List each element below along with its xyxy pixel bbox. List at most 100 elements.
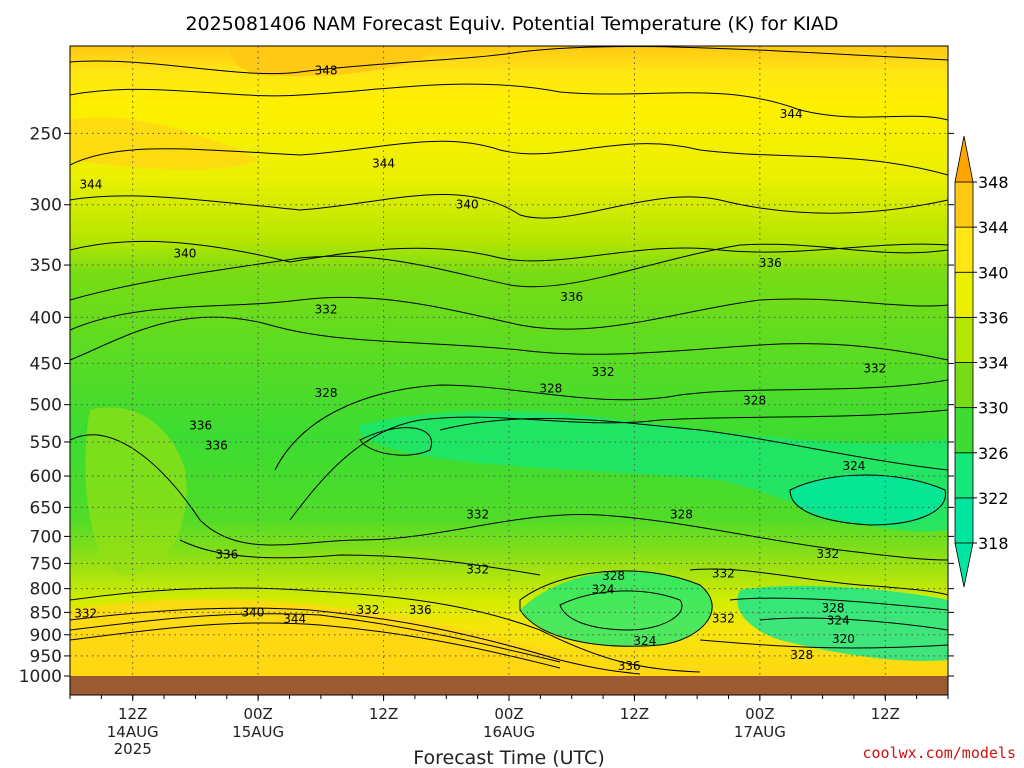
contour-328-surface: [699, 639, 948, 649]
contour-label: 324: [842, 459, 865, 473]
contour-label: 340: [174, 247, 197, 261]
warm-lower-layer: [70, 599, 640, 676]
colorbar-segment: [954, 452, 974, 499]
contour-332-lowright: [689, 568, 948, 596]
colorbar-segment: [954, 226, 974, 273]
contour-324-low: [559, 590, 683, 631]
x-tick-sublabel: 16AUG: [483, 723, 535, 741]
y-tick-label: 300: [30, 196, 62, 216]
warm-upper-core: [229, 46, 440, 77]
contour-label: 328: [602, 569, 625, 583]
contour-label: 336: [205, 439, 228, 453]
colorbar-high-arrow: [954, 135, 974, 183]
contour-label: 328: [315, 386, 338, 400]
contour-330: [274, 379, 948, 471]
y-tick-label: 450: [30, 354, 62, 374]
y-tick-label: 500: [30, 396, 62, 416]
moist-low-level-pool-left: [520, 571, 713, 647]
contour-336-mid: [179, 539, 541, 576]
contour-lines: [70, 46, 948, 675]
contour-label: 320: [832, 632, 855, 646]
contour-label: 328: [743, 394, 766, 408]
colorbar-label: 344: [978, 218, 1009, 237]
y-tick-label: 800: [30, 580, 62, 600]
ground-surface: [70, 676, 948, 695]
colorbar: 318 322 326 330 334 336 340 344 348: [954, 135, 1009, 588]
contour-332-low: [70, 587, 701, 673]
contour-label: 328: [790, 648, 813, 662]
contour-332-mid: [70, 434, 948, 561]
moist-midlevel-core: [790, 475, 946, 525]
colorbar-low-arrow: [954, 542, 974, 588]
contour-label: 340: [241, 605, 264, 619]
colorbar-label: 336: [978, 308, 1009, 327]
contour-328: [289, 409, 948, 521]
x-tick-label: 00Z: [243, 705, 272, 723]
colorbar-label: 322: [978, 489, 1009, 508]
contour-label: 336: [215, 547, 238, 561]
x-tick-sublabel: 17AUG: [734, 723, 786, 741]
y-tick-label: 600: [30, 467, 62, 487]
contour-340: [70, 194, 948, 219]
contour-label: 328: [539, 382, 562, 396]
contour-label: 332: [712, 611, 735, 625]
contour-label: 336: [618, 659, 641, 673]
y-tick-label: 750: [30, 554, 62, 574]
x-tick-sublabel: 2025: [114, 740, 152, 758]
warm-patch-left: [85, 407, 187, 576]
y-tick-label: 700: [30, 527, 62, 547]
contour-344-low: [70, 622, 561, 669]
y-tick-label: 250: [30, 124, 62, 144]
contour-328-lowright: [729, 597, 948, 611]
contour-label: 344: [283, 612, 306, 626]
colorbar-label: 348: [978, 173, 1009, 192]
chart-title: 2025081406 NAM Forecast Equiv. Potential…: [185, 13, 838, 35]
colorbar-label: 330: [978, 399, 1009, 418]
colorbar-segment: [954, 362, 974, 409]
y-tick-label: 550: [30, 433, 62, 453]
contour-label: 332: [315, 302, 338, 316]
y-tick-label: 650: [30, 498, 62, 518]
x-tick-label: 12Z: [871, 705, 900, 723]
contour-label: 336: [189, 418, 212, 432]
grid-layer: [70, 46, 948, 676]
x-axis-label: Forecast Time (UTC): [413, 747, 604, 768]
colorbar-segment: [954, 181, 974, 228]
contour-332: [70, 316, 948, 361]
contour-344-upper: [70, 83, 948, 121]
x-tick-label: 00Z: [494, 705, 523, 723]
contour-326: [359, 427, 433, 456]
contour-348: [70, 46, 948, 75]
contour-label: 324: [827, 614, 850, 628]
contour-label: 332: [74, 606, 97, 620]
x-tick-sublabel: 15AUG: [232, 723, 284, 741]
colorbar-label: 340: [978, 263, 1009, 282]
y-axis: 250 300 350 400 450 500 550 600 650 700 750 800 850 9…: [19, 124, 954, 687]
contour-334: [70, 296, 948, 331]
colorbar-label: 326: [978, 444, 1009, 463]
x-tick-label: 00Z: [745, 705, 774, 723]
contour-label: 324: [633, 634, 656, 648]
contour-label: 348: [315, 64, 338, 78]
y-tick-label: 850: [30, 603, 62, 623]
colorbar-segment: [954, 271, 974, 318]
credit-text: coolwx.com/models: [862, 744, 1016, 762]
colorbar-segment: [954, 316, 974, 363]
contour-336: [70, 243, 948, 301]
plot-frame: [69, 45, 949, 696]
contour-338: [70, 240, 948, 263]
colorbar-label: 318: [978, 534, 1009, 553]
colorbar-label: 334: [978, 354, 1009, 373]
warm-upper-left: [70, 117, 260, 170]
x-tick-label: 12Z: [118, 705, 147, 723]
contour-label: 332: [863, 362, 886, 376]
contour-label: 344: [372, 156, 395, 170]
x-tick-label: 12Z: [369, 705, 398, 723]
contour-label: 332: [466, 563, 489, 577]
contour-label: 324: [592, 583, 615, 597]
contour-label: 332: [712, 567, 735, 581]
contour-label: 332: [356, 603, 379, 617]
contour-label: 336: [409, 603, 432, 617]
